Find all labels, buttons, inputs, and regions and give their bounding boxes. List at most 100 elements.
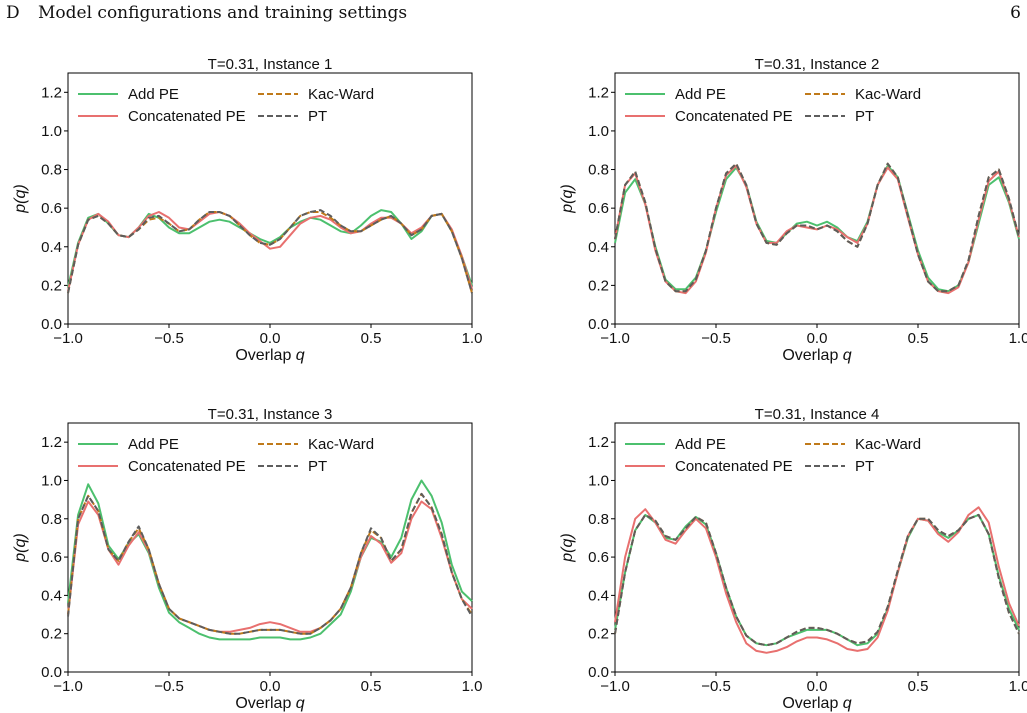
x-tick-label: 0.0 [260, 330, 281, 347]
y-axis-label: p(q) [12, 533, 29, 562]
y-tick-label: 0.6 [41, 549, 62, 566]
y-tick-label: 0.0 [41, 664, 62, 681]
y-tick-label: 0.4 [41, 239, 62, 256]
chart-panel-2: T=0.31, Instance 2 −1.0 −0.5 0.0 0.5 1.0 0.0 0.… [559, 56, 1027, 364]
y-tick-label: 1.2 [588, 84, 609, 101]
legend-label: Kac-Ward [308, 436, 374, 453]
chart-title: T=0.31, Instance 4 [755, 406, 880, 423]
chart-title: T=0.31, Instance 3 [208, 406, 333, 423]
x-tick-label: 1.0 [1009, 678, 1027, 695]
legend-label: Concatenated PE [675, 458, 793, 475]
x-axis-label: Overlap q [235, 695, 304, 712]
y-tick-label: 0.2 [588, 277, 609, 294]
series-line-concatenated-pe [614, 506, 1020, 654]
x-tick-label: 1.0 [462, 678, 483, 695]
x-tick-label: −1.0 [53, 330, 83, 347]
y-tick-label: 0.8 [588, 511, 609, 528]
legend-label: PT [855, 458, 874, 475]
legend-label: Kac-Ward [308, 86, 374, 103]
series-line-concatenated-pe [67, 500, 473, 633]
y-tick-label: 0.2 [41, 626, 62, 643]
y-tick-label: 0.6 [588, 200, 609, 217]
y-tick-label: 0.2 [41, 277, 62, 294]
x-tick-label: 0.5 [908, 678, 929, 695]
y-tick-label: 1.0 [588, 472, 609, 489]
series-line-concatenated-pe [614, 164, 1020, 295]
legend-label: Kac-Ward [855, 86, 921, 103]
x-tick-label: 0.0 [807, 330, 828, 347]
y-axis-label: p(q) [559, 184, 576, 213]
series-line-pt [614, 513, 1020, 647]
x-tick-label: −0.5 [154, 678, 184, 695]
legend-label: Add PE [675, 436, 726, 453]
y-tick-label: 0.0 [588, 664, 609, 681]
chart-title: T=0.31, Instance 1 [208, 56, 333, 73]
x-tick-label: 0.0 [260, 678, 281, 695]
x-tick-label: 1.0 [462, 330, 483, 347]
chart-title: T=0.31, Instance 2 [755, 56, 880, 73]
legend-label: PT [308, 458, 327, 475]
chart-panel-1: T=0.31, Instance 1 −1.0 −0.5 0.0 0.5 1.0 0.0 0.… [12, 56, 482, 364]
y-tick-label: 1.2 [41, 434, 62, 451]
legend: Add PE Concatenated PE Kac-Ward PT [78, 86, 374, 125]
y-tick-label: 0.4 [588, 587, 609, 604]
x-tick-label: −1.0 [600, 678, 630, 695]
legend-label: Add PE [128, 436, 179, 453]
y-axis-label: p(q) [12, 184, 29, 213]
series-line-kac-ward [67, 211, 473, 294]
series-line-kac-ward [614, 162, 1020, 293]
x-tick-label: 0.5 [361, 678, 382, 695]
x-tick-label: 1.0 [1009, 330, 1027, 347]
y-tick-label: 1.2 [588, 434, 609, 451]
y-tick-label: 0.4 [588, 239, 609, 256]
y-tick-label: 0.8 [41, 162, 62, 179]
series-line-kac-ward [614, 513, 1020, 647]
series-line-pt [67, 492, 473, 635]
series-line-add-pe [67, 479, 473, 641]
y-tick-label: 0.8 [41, 511, 62, 528]
legend: Add PE Concatenated PE Kac-Ward PT [625, 436, 921, 475]
legend-label: Add PE [128, 86, 179, 103]
y-tick-label: 1.0 [41, 123, 62, 140]
y-tick-label: 0.6 [588, 549, 609, 566]
x-tick-label: 0.0 [807, 678, 828, 695]
x-axis-label: Overlap q [782, 347, 851, 364]
legend-label: Concatenated PE [675, 108, 793, 125]
section-title: Model configurations and training settin… [38, 3, 408, 23]
series-line-concatenated-pe [67, 211, 473, 292]
section-letter: D [6, 3, 20, 23]
y-tick-label: 1.2 [41, 84, 62, 101]
legend-label: Add PE [675, 86, 726, 103]
y-tick-label: 0.6 [41, 200, 62, 217]
page-header: D Model configurations and training sett… [0, 0, 1027, 28]
page-number: 6 [1010, 3, 1021, 23]
series-line-pt [614, 162, 1020, 293]
legend-label: Kac-Ward [855, 436, 921, 453]
y-tick-label: 0.0 [41, 316, 62, 333]
series-line-add-pe [614, 513, 1020, 647]
y-tick-label: 0.8 [588, 162, 609, 179]
chart-panel-3: T=0.31, Instance 3 −1.0 −0.5 0.0 0.5 1.0 0.0 0.… [12, 406, 482, 712]
x-tick-label: 0.5 [908, 330, 929, 347]
y-axis-label: p(q) [559, 533, 576, 562]
x-tick-label: −0.5 [154, 330, 184, 347]
x-tick-label: −0.5 [701, 330, 731, 347]
legend: Add PE Concatenated PE Kac-Ward PT [78, 436, 374, 475]
x-tick-label: −0.5 [701, 678, 731, 695]
y-tick-label: 1.0 [588, 123, 609, 140]
legend-label: Concatenated PE [128, 458, 246, 475]
y-tick-label: 0.4 [41, 587, 62, 604]
x-tick-label: −1.0 [53, 678, 83, 695]
x-tick-label: −1.0 [600, 330, 630, 347]
x-axis-label: Overlap q [235, 347, 304, 364]
legend-label: PT [308, 108, 327, 125]
y-tick-label: 0.2 [588, 626, 609, 643]
x-tick-label: 0.5 [361, 330, 382, 347]
series-line-pt [67, 209, 473, 294]
legend: Add PE Concatenated PE Kac-Ward PT [625, 86, 921, 125]
x-axis-label: Overlap q [782, 695, 851, 712]
y-tick-label: 0.0 [588, 316, 609, 333]
y-tick-label: 1.0 [41, 472, 62, 489]
chart-panel-4: T=0.31, Instance 4 −1.0 −0.5 0.0 0.5 1.0 0.0 0.… [559, 406, 1027, 712]
